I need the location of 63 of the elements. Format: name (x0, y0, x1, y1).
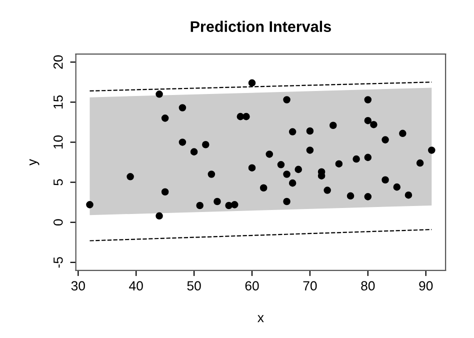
point (161, 114, 169, 122)
y-tick-label: 15 (54, 95, 63, 108)
x-tick-label: 70 (303, 281, 317, 291)
point (208, 170, 216, 178)
point (288, 179, 296, 187)
x-tick-label: 60 (245, 281, 259, 291)
point (288, 128, 296, 136)
point (370, 120, 378, 128)
point (214, 198, 221, 206)
x-tick-label: 30 (71, 281, 85, 291)
point (202, 140, 210, 148)
point (242, 112, 250, 120)
point (364, 116, 372, 124)
point (156, 212, 163, 220)
point (364, 193, 372, 200)
point (393, 183, 401, 191)
point (399, 130, 406, 138)
point (225, 202, 232, 210)
point (352, 155, 360, 163)
point (178, 104, 186, 112)
point (248, 79, 256, 87)
y-axis-title: y (30, 158, 40, 166)
x-tick-label: 40 (129, 281, 143, 291)
chart-title: Prediction Intervals (190, 20, 331, 32)
point (306, 127, 314, 135)
point (283, 170, 290, 178)
point (126, 173, 134, 180)
x-tick-label: 90 (419, 281, 433, 291)
x-tick-label: 50 (187, 281, 201, 291)
point (294, 166, 302, 174)
point (236, 112, 244, 120)
point (335, 160, 343, 168)
point (277, 161, 285, 168)
point (404, 191, 412, 199)
point (346, 192, 354, 200)
y-tick-label: -5 (54, 257, 63, 268)
point (364, 154, 372, 162)
point (266, 150, 274, 158)
x-axis-title: x (258, 315, 264, 322)
point (306, 146, 314, 154)
point (283, 198, 290, 206)
point (283, 96, 290, 104)
point (86, 201, 94, 208)
point (428, 146, 436, 154)
point (364, 96, 372, 104)
point (329, 122, 337, 130)
y-tick-label: 0 (53, 219, 63, 226)
point (382, 176, 389, 184)
point (260, 184, 268, 192)
y-tick-label: 10 (53, 135, 63, 149)
point (156, 90, 163, 98)
point (161, 188, 169, 196)
point (196, 202, 204, 210)
point (230, 201, 238, 208)
point (416, 159, 424, 167)
point (324, 186, 331, 194)
y-tick-label: 5 (54, 179, 63, 186)
point (248, 164, 256, 172)
point (382, 136, 389, 144)
y-tick-label: 20 (53, 55, 63, 69)
x-tick-label: 80 (361, 281, 375, 291)
point (178, 138, 186, 146)
point (190, 148, 198, 156)
